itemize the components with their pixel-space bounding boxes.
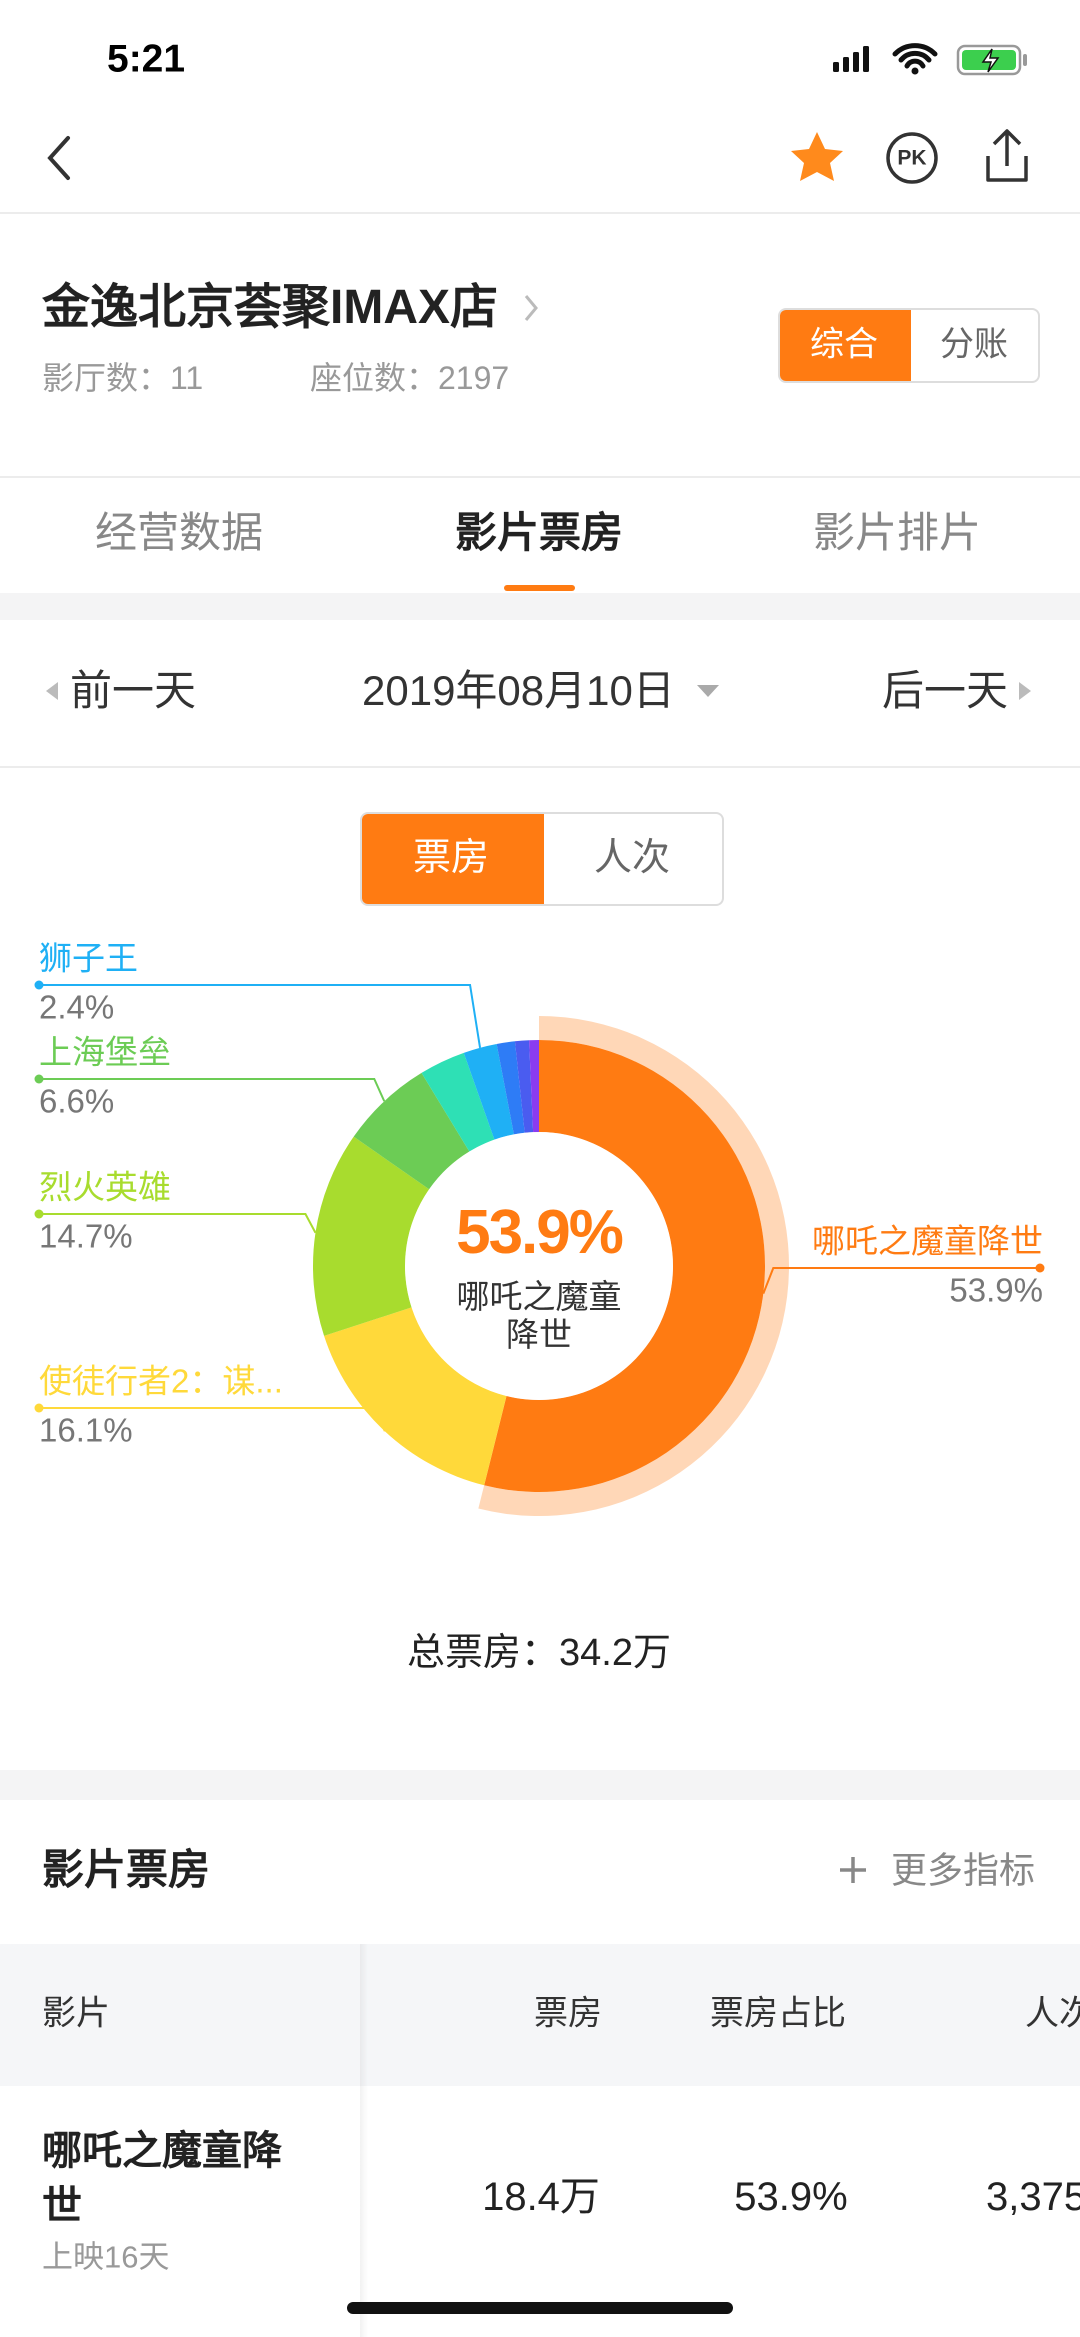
metric-option[interactable]: 人次 (593, 837, 671, 880)
cell: 18.4万 (482, 2175, 600, 2219)
label-leader (39, 1078, 386, 1102)
leader-dot (34, 1209, 44, 1219)
tab-indicator (504, 585, 575, 591)
center-value: 53.9% (456, 1197, 624, 1267)
label-leader (39, 984, 482, 1048)
cell: 53.9% (734, 2175, 848, 2219)
plus-icon (840, 1857, 866, 1883)
label-leader (39, 1407, 386, 1432)
slice-label: 狮子王 (39, 940, 138, 977)
tab[interactable]: 经营数据 (94, 508, 264, 556)
pk-label: PK (897, 147, 926, 170)
leader-dot (34, 1403, 44, 1413)
column-header: 人次 (1025, 1994, 1080, 2033)
film-name: 哪吒之魔童降世 (42, 2129, 282, 2228)
date-picker[interactable]: 2019年08月10日 (362, 666, 675, 714)
slice-value: 16.1% (39, 1412, 133, 1449)
donut-chart: 哪吒之魔童降世 53.9% 使徒行者2：谋... 16.1% 烈火英雄 14.7% 上海堡垒… (34, 940, 1045, 1516)
next-day[interactable]: 后一天 (881, 666, 1008, 714)
donut-segment (484, 1040, 765, 1492)
slice-label: 哪吒之魔童降世 (812, 1223, 1043, 1260)
home-indicator (347, 2302, 733, 2314)
slice-value: 2.4% (39, 989, 114, 1026)
tab[interactable]: 影片票房 (454, 508, 624, 556)
table-header (0, 1944, 1080, 2086)
donut-segment (463, 1044, 514, 1140)
metric-option[interactable]: 票房 (412, 837, 490, 880)
slice-value: 6.6% (39, 1083, 114, 1120)
slice-value: 14.7% (39, 1218, 133, 1255)
center-label: 哪吒之魔童降世 (456, 1278, 622, 1353)
donut-segment (514, 1040, 534, 1133)
column-header: 影片 (42, 1994, 110, 2033)
cinema-chevron (524, 295, 538, 321)
toggle-option[interactable]: 分账 (940, 325, 1008, 364)
status-time: 5:21 (107, 37, 186, 81)
column-header: 票房占比 (710, 1994, 846, 2033)
tab[interactable]: 影片排片 (812, 508, 982, 556)
favorite-button[interactable] (791, 132, 843, 181)
donut-segment (496, 1041, 525, 1135)
inner-disc (420, 1147, 658, 1385)
total: 总票房：34.2万 (407, 1632, 671, 1675)
film-note: 上映16天 (42, 2239, 170, 2275)
slice-label: 使徒行者2：谋... (39, 1363, 283, 1400)
slice-value: 53.9% (949, 1272, 1043, 1309)
label-leader (762, 1267, 1040, 1294)
donut-segment (324, 1307, 507, 1486)
share-button[interactable] (986, 129, 1028, 182)
back-button[interactable] (47, 136, 70, 180)
metric-toggle (360, 812, 724, 906)
donut-segment (312, 1136, 430, 1336)
toggle-option[interactable]: 综合 (810, 325, 878, 364)
prev-day[interactable]: 前一天 (70, 666, 197, 714)
slice-label: 烈火英雄 (39, 1169, 171, 1206)
label-leader (39, 1213, 317, 1234)
more-metrics[interactable]: 更多指标 (890, 1849, 1035, 1891)
cell: 3,375 (986, 2175, 1080, 2219)
donut-segment (529, 1040, 539, 1133)
hall-count: 影厅数：11 (42, 359, 204, 396)
pk-button[interactable] (886, 132, 938, 184)
status-icons (833, 43, 1027, 76)
slice-label: 上海堡垒 (39, 1034, 171, 1071)
leader-dot (34, 1074, 44, 1084)
seat-count: 座位数：2197 (310, 359, 510, 396)
donut-segment (353, 1072, 470, 1190)
column-header: 票房 (534, 1994, 602, 2033)
donut-segment (421, 1052, 495, 1152)
mode-toggle (778, 308, 1040, 383)
column-shadow (360, 1944, 368, 2337)
date-arrows (46, 682, 1031, 700)
nav-bar: PK (47, 129, 1028, 184)
leader-dot (1035, 1263, 1045, 1273)
section-title: 影片票房 (42, 1845, 211, 1893)
cinema-name: 金逸北京荟聚IMAX店 (42, 281, 499, 335)
leader-dot (34, 980, 44, 990)
